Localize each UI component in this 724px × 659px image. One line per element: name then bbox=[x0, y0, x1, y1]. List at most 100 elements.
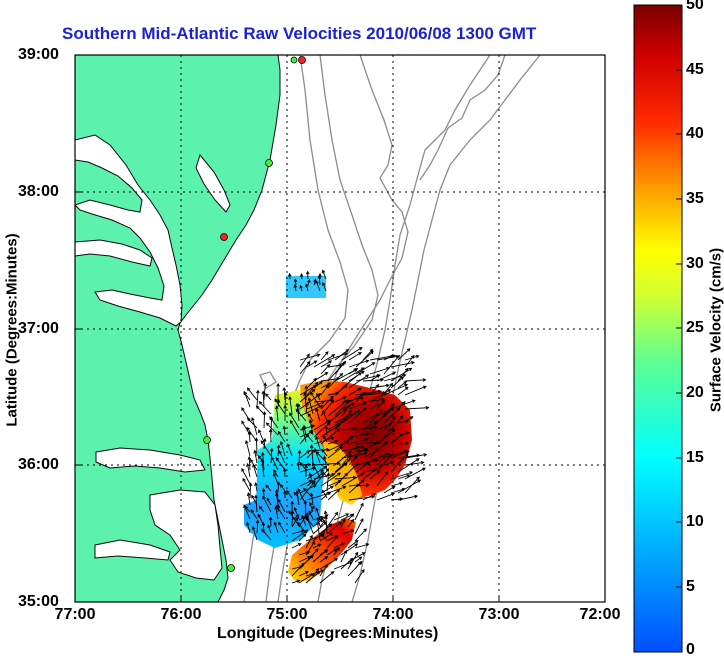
velocity-vector bbox=[305, 270, 310, 280]
colorbar bbox=[633, 4, 683, 653]
velocity-vector bbox=[288, 396, 293, 415]
velocity-vector bbox=[362, 420, 378, 431]
velocity-vector bbox=[273, 521, 279, 534]
y-axis-label: Latitude (Degrees:Minutes) bbox=[3, 233, 21, 427]
velocity-vector bbox=[383, 383, 409, 396]
colorbar-tick-label: 30 bbox=[686, 255, 704, 272]
velocity-vector bbox=[246, 492, 251, 506]
velocity-vector bbox=[306, 401, 326, 410]
velocity-vector bbox=[340, 543, 359, 556]
velocity-vector bbox=[313, 436, 335, 445]
velocity-vector bbox=[291, 529, 305, 535]
velocity-vector bbox=[319, 571, 335, 584]
albemarle-sound bbox=[95, 447, 206, 473]
velocity-vector bbox=[320, 384, 329, 396]
velocity-vector bbox=[319, 532, 334, 542]
velocity-vector bbox=[319, 558, 339, 570]
velocity-vector bbox=[348, 447, 368, 459]
velocity-vector bbox=[299, 361, 311, 375]
velocity-vector bbox=[310, 391, 321, 408]
velocity-vector bbox=[320, 351, 329, 361]
velocity-vector bbox=[354, 528, 367, 542]
colorbar-tick-label: 40 bbox=[686, 125, 704, 142]
velocity-vector bbox=[376, 429, 396, 445]
velocity-vector bbox=[355, 425, 378, 431]
velocity-vector bbox=[290, 510, 295, 527]
velocity-vector bbox=[246, 521, 251, 534]
velocity-vector bbox=[383, 354, 400, 375]
velocity-vector bbox=[340, 529, 355, 535]
velocity-vector bbox=[390, 360, 415, 368]
velocity-vector bbox=[326, 535, 339, 549]
velocity-vector bbox=[321, 489, 328, 499]
velocity-vector bbox=[306, 377, 317, 389]
velocity-vector bbox=[316, 392, 321, 401]
velocity-vector bbox=[269, 447, 274, 464]
velocity-vector bbox=[298, 554, 314, 570]
velocity-vector bbox=[348, 445, 360, 452]
velocity-vector bbox=[305, 401, 309, 415]
station-marker bbox=[203, 436, 211, 444]
velocity-vector bbox=[299, 429, 313, 445]
velocity-vector bbox=[299, 461, 307, 471]
velocity-vector bbox=[327, 439, 339, 445]
velocity-vector bbox=[341, 426, 357, 431]
velocity-vector bbox=[397, 348, 411, 361]
velocity-vector bbox=[277, 430, 286, 443]
velocity-vector bbox=[261, 390, 266, 408]
x-tick-label: 72:00 bbox=[579, 606, 621, 623]
velocity-vector bbox=[299, 480, 316, 501]
colorbar-tick-label: 0 bbox=[686, 641, 695, 658]
velocity-vector bbox=[299, 273, 304, 280]
velocity-vector bbox=[272, 472, 279, 485]
velocity-vector bbox=[354, 518, 364, 535]
velocity-vector bbox=[299, 353, 321, 361]
tick-marks bbox=[74, 54, 606, 603]
velocity-vector bbox=[295, 408, 307, 422]
velocity-vector bbox=[265, 393, 272, 401]
velocity-vector bbox=[263, 382, 267, 401]
velocity-vector bbox=[320, 428, 341, 445]
velocity-vector bbox=[354, 502, 364, 521]
velocity-vector bbox=[315, 507, 321, 520]
velocity-vector bbox=[327, 488, 341, 501]
velocity-vector bbox=[296, 521, 307, 534]
velocity-vector bbox=[256, 389, 260, 408]
velocity-vector bbox=[348, 359, 370, 368]
velocity-vector bbox=[348, 352, 362, 361]
velocity-vector bbox=[275, 504, 286, 520]
velocity-vector bbox=[334, 368, 358, 382]
velocity-vector bbox=[251, 526, 258, 541]
velocity-vector bbox=[334, 396, 347, 403]
velocity-vector bbox=[291, 517, 299, 528]
velocity-vector bbox=[306, 381, 319, 396]
velocity-vector bbox=[341, 347, 363, 361]
velocity-vector bbox=[383, 427, 391, 438]
velocity-vector bbox=[295, 402, 300, 422]
velocity-vector bbox=[348, 495, 376, 501]
velocity-vector bbox=[327, 446, 344, 459]
velocity-vector bbox=[312, 531, 326, 542]
velocity-vector bbox=[258, 401, 272, 415]
velocity-vector bbox=[397, 367, 409, 382]
velocity-vector bbox=[252, 463, 258, 478]
velocity-vector bbox=[305, 433, 314, 443]
velocity-vector bbox=[315, 435, 321, 450]
velocity-vector bbox=[404, 467, 426, 480]
velocity-vector bbox=[299, 484, 317, 494]
velocity-vector bbox=[320, 423, 342, 438]
colorbar-tick-label: 15 bbox=[686, 449, 704, 466]
station-marker bbox=[298, 56, 306, 64]
velocity-vector bbox=[283, 404, 288, 422]
velocity-vector bbox=[341, 472, 365, 487]
velocity-vector bbox=[376, 453, 393, 473]
velocity-vector bbox=[390, 471, 414, 480]
velocity-vector bbox=[278, 450, 286, 464]
velocity-vector bbox=[313, 419, 331, 431]
velocity-vector bbox=[320, 364, 331, 375]
velocity-vector bbox=[305, 505, 315, 521]
velocity-vector bbox=[354, 569, 365, 584]
velocity-vector bbox=[404, 415, 414, 424]
x-tick-label: 77:00 bbox=[54, 606, 96, 623]
velocity-vector bbox=[340, 518, 346, 528]
